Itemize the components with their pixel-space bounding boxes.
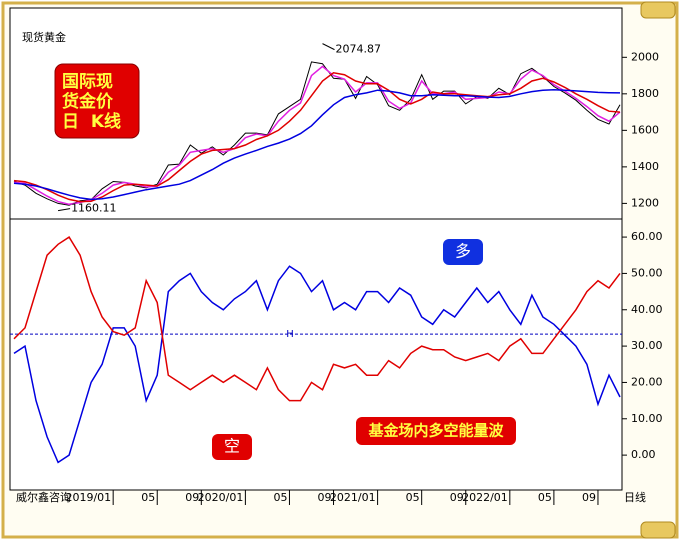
x-tick-label: 05: [406, 491, 420, 504]
badge-line: 日 K线: [62, 111, 121, 132]
annotation-label: 2074.87: [336, 43, 382, 56]
x-tick-label: 05: [273, 491, 287, 504]
x-tick-label: 2022/01: [462, 491, 508, 504]
panel-title: 基金场内多空能量波: [367, 422, 504, 440]
x-tick-label: 2021/01: [330, 491, 376, 504]
series-line: [13, 236, 621, 402]
y-tick-label: 10.00: [631, 412, 663, 425]
corner-ornaments: [640, 1, 676, 539]
x-tick-label: 09: [450, 491, 464, 504]
series-line: [13, 72, 621, 203]
y-tick-label: 1400: [631, 160, 659, 173]
x-tick-label: 05: [538, 491, 552, 504]
y-tick-label: 20.00: [631, 375, 663, 388]
y-tick-label: 1800: [631, 87, 659, 100]
legend-box: [212, 434, 252, 460]
chart-title: 现货黄金: [22, 30, 66, 44]
y-tick-label: 40.00: [631, 303, 663, 316]
badge-line: 国际现: [62, 72, 113, 92]
series-line: [13, 89, 621, 201]
source: 威尔鑫咨询: [16, 490, 71, 504]
annotation-leader: [57, 208, 71, 212]
panel-title-box: [356, 417, 516, 445]
badge-line: 货金价: [62, 91, 114, 112]
badge: [54, 63, 140, 139]
legend-label: 空: [224, 437, 240, 456]
x-tick-label: 2019/01: [65, 491, 111, 504]
annotation-label: 1160.11: [71, 202, 117, 215]
x-tick-label: 05: [141, 491, 155, 504]
x-tick-label: 09: [318, 491, 332, 504]
x-tick-label: 09: [582, 491, 596, 504]
legend-label: 多: [455, 242, 471, 261]
period: 日线: [624, 490, 646, 504]
y-tick-label: 60.00: [631, 230, 663, 243]
y-tick-label: 50.00: [631, 266, 663, 279]
y-tick-label: 2000: [631, 50, 659, 63]
reference-label: H: [286, 329, 294, 340]
ornament: [640, 1, 676, 19]
x-tick-label: 2020/01: [198, 491, 244, 504]
series-line: [13, 65, 621, 206]
legend-box: [443, 239, 483, 265]
y-tick-label: 1200: [631, 196, 659, 209]
y-tick-label: 0.00: [631, 448, 656, 461]
annotation-leader: [322, 43, 335, 51]
series-line: [13, 61, 621, 206]
y-tick-label: 1600: [631, 123, 659, 136]
x-tick-label: 09: [185, 491, 199, 504]
series-line: [13, 265, 621, 464]
y-tick-label: 30.00: [631, 339, 663, 352]
ornament: [640, 521, 676, 539]
